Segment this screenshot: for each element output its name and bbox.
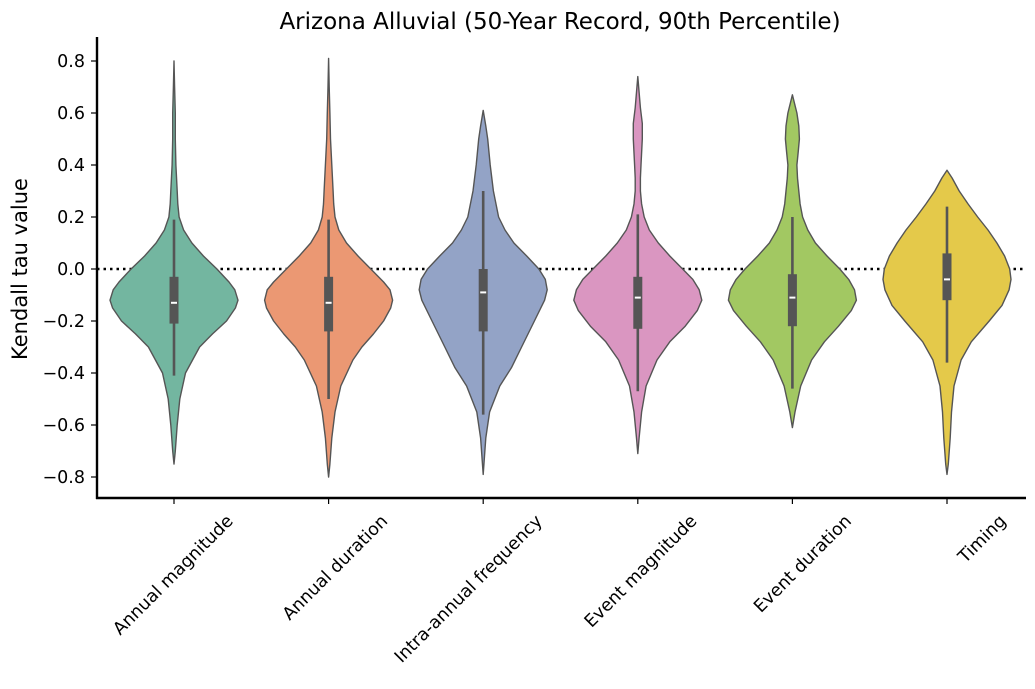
y-tick-label: 0.4 (57, 156, 85, 176)
violin-iqr-box (169, 276, 179, 324)
x-category-label: Timing (954, 511, 1011, 568)
violin-iqr-box (942, 253, 952, 301)
y-axis-label: Kendall tau value (8, 178, 32, 360)
y-tick-label: −0.4 (43, 364, 86, 384)
x-category-label: Annual magnitude (110, 511, 238, 639)
violin-iqr-box (478, 269, 488, 332)
x-category-label: Event duration (750, 511, 856, 617)
y-tick-label: 0.2 (57, 208, 85, 228)
plot-area: 0.8 0.6 0.4 0.2 0.0 −0.2 −0.4 −0.6 −0.8 Annual ma… (43, 37, 1026, 667)
chart-title: Arizona Alluvial (50-Year Record, 90th P… (279, 9, 840, 35)
violin-iqr-box (787, 274, 797, 327)
y-tick-label: −0.8 (43, 468, 86, 488)
x-category-label: Intra-annual frequency (391, 511, 547, 667)
y-tick-label: −0.2 (43, 312, 86, 332)
y-tick-label: 0.8 (57, 52, 85, 72)
y-tick-label: 0.6 (57, 104, 85, 124)
y-tick-label: −0.6 (43, 416, 86, 436)
violin-iqr-box (633, 276, 643, 329)
violin-iqr-box (324, 276, 334, 332)
y-tick-label: 0.0 (57, 260, 85, 280)
x-category-label: Annual duration (279, 511, 392, 624)
x-category-label: Event magnitude (581, 511, 701, 631)
